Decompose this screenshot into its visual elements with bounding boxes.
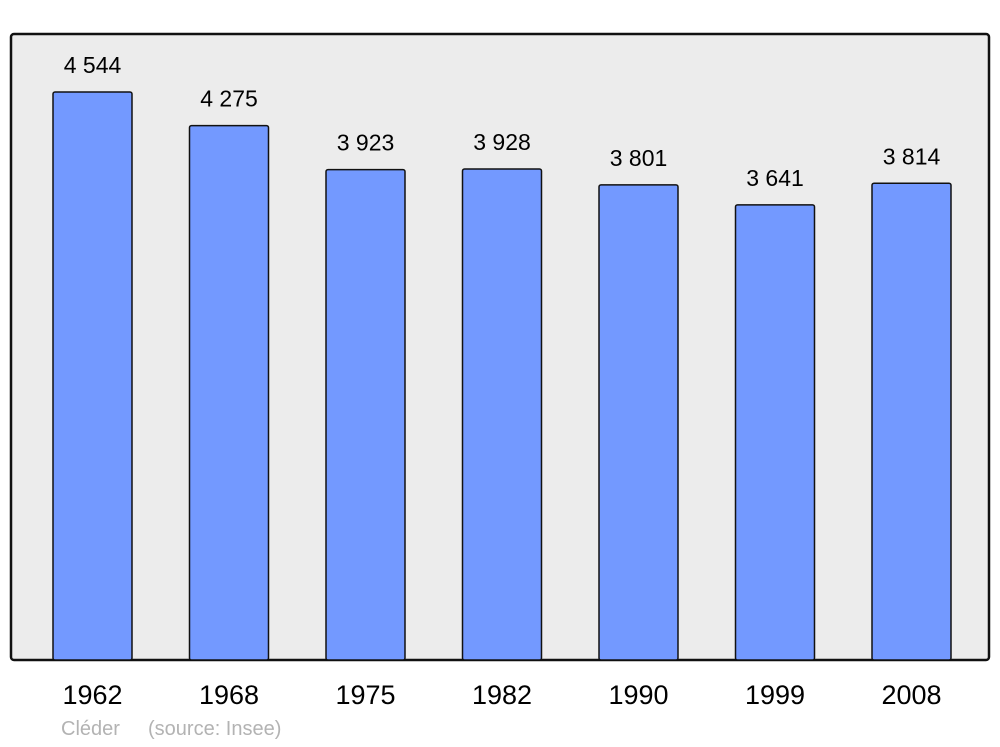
x-tick-label-1982: 1982 <box>472 680 532 710</box>
bar-1982 <box>461 168 543 661</box>
bar-1968 <box>188 124 270 661</box>
bar-1990 <box>598 184 679 661</box>
x-tick-label-1968: 1968 <box>199 680 259 710</box>
x-tick-label-2008: 2008 <box>881 680 941 710</box>
bar-2008 <box>871 182 952 661</box>
data-label-1999: 3 641 <box>746 165 804 191</box>
data-label-2008: 3 814 <box>883 143 941 169</box>
data-label-1962: 4 544 <box>64 52 122 78</box>
data-label-1990: 3 801 <box>610 145 668 171</box>
x-tick-label-1975: 1975 <box>335 680 395 710</box>
x-tick-label-1962: 1962 <box>62 680 122 710</box>
bar-1975 <box>325 168 406 661</box>
source-label: (source: Insee) <box>148 718 282 740</box>
bar-1962 <box>52 91 133 661</box>
data-label-1975: 3 923 <box>337 130 395 156</box>
place-label: Cléder <box>61 718 120 740</box>
x-tick-label-1999: 1999 <box>745 680 805 710</box>
data-label-1982: 3 928 <box>473 129 531 155</box>
data-label-1968: 4 275 <box>200 86 258 112</box>
x-tick-label-1990: 1990 <box>608 680 668 710</box>
bar-1999 <box>734 204 816 661</box>
